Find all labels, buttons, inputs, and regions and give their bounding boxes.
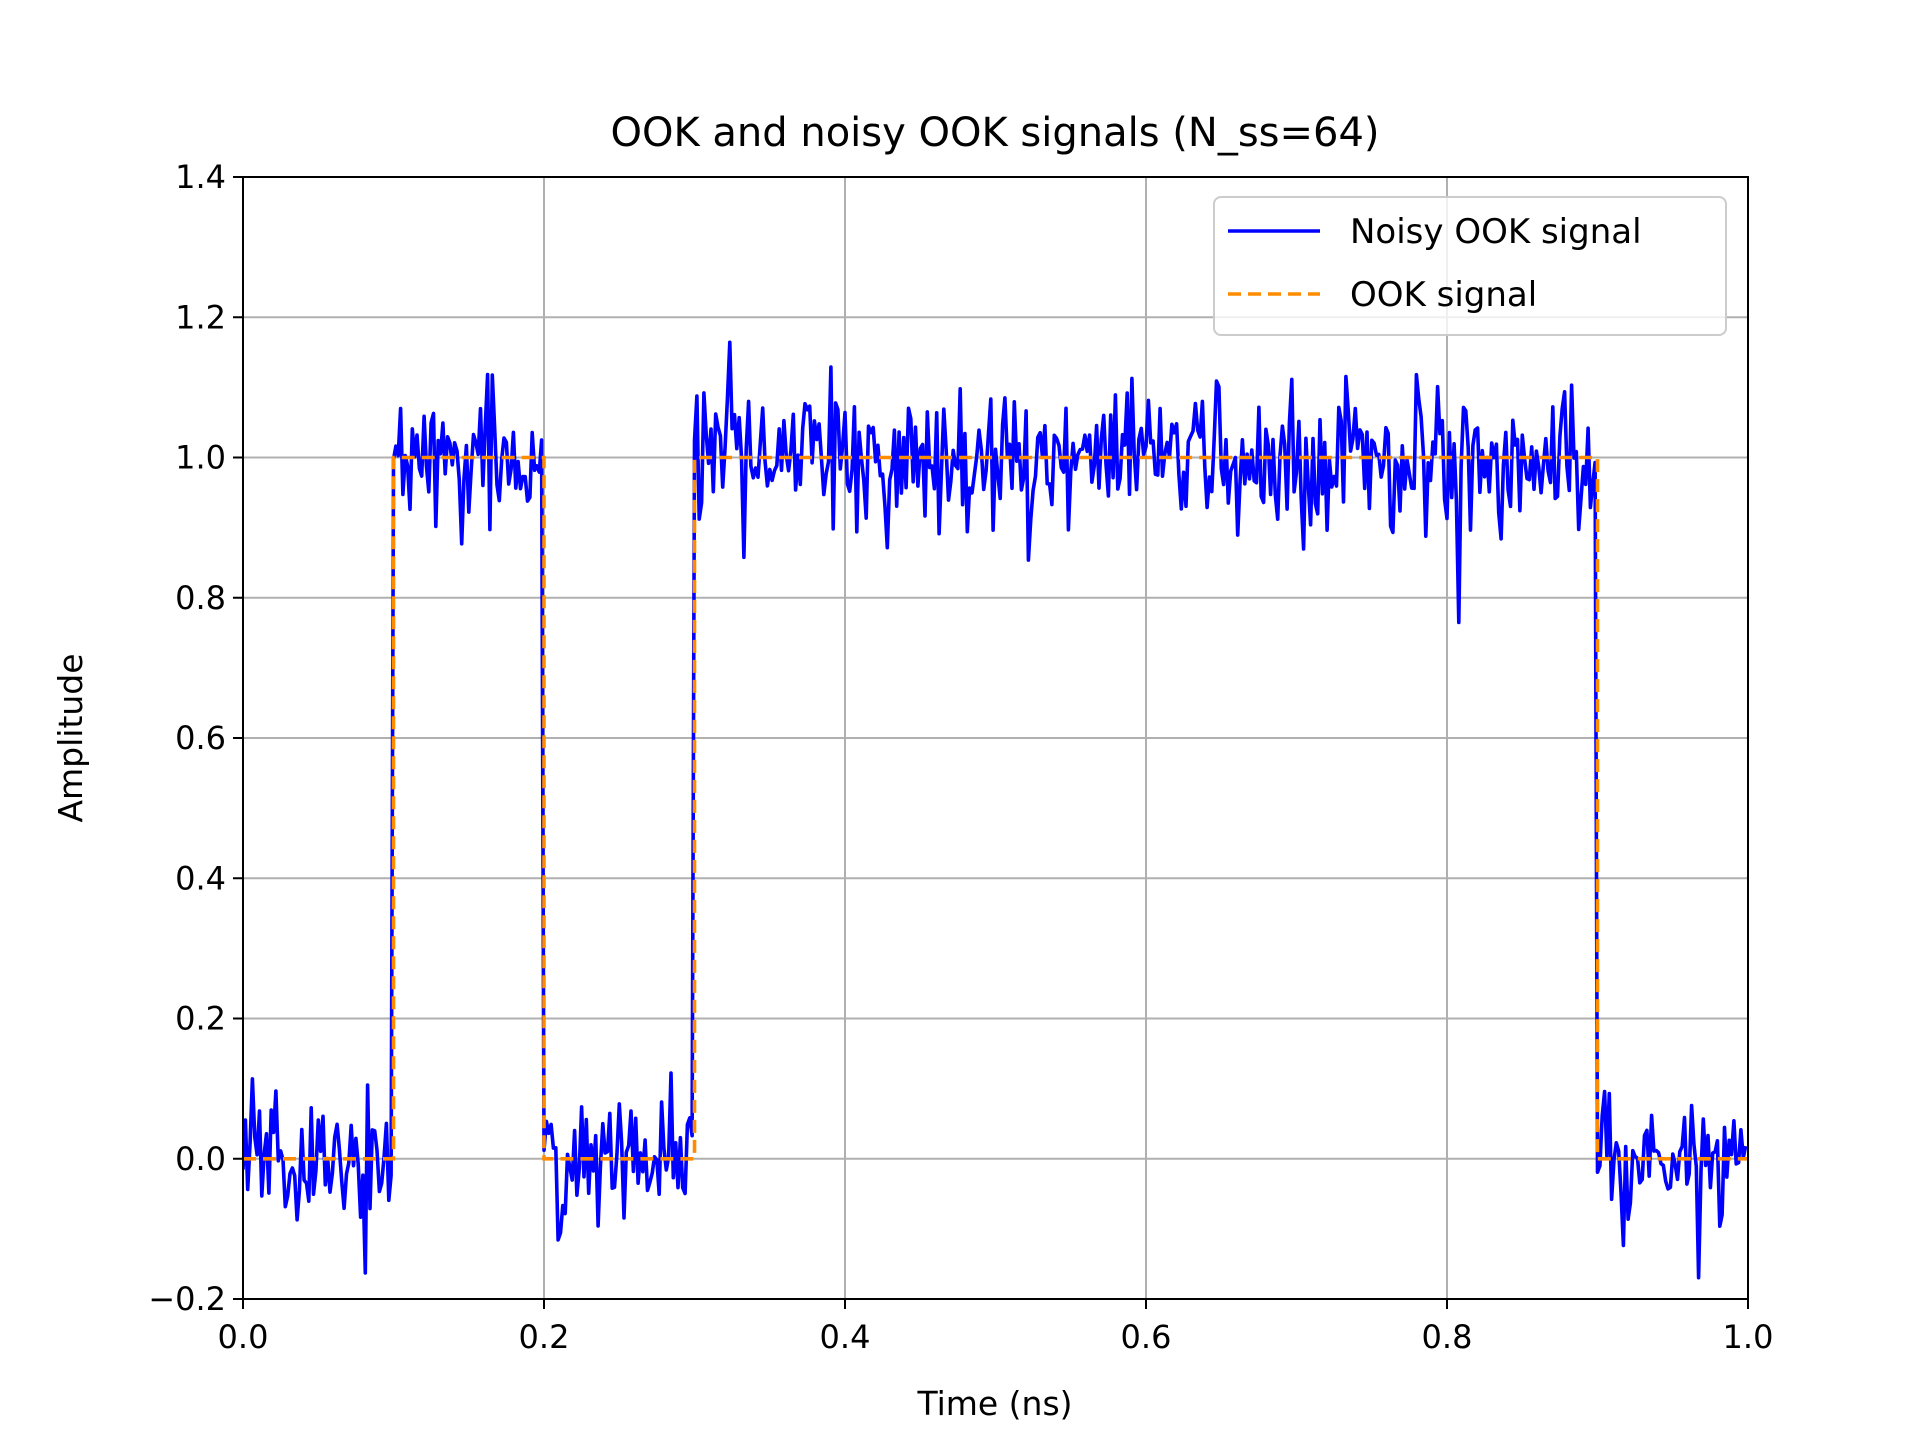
x-tick-label: 1.0 — [1723, 1318, 1774, 1356]
chart-title: OOK and noisy OOK signals (N_ss=64) — [610, 110, 1379, 156]
legend-label-noisy-ook: Noisy OOK signal — [1350, 212, 1642, 252]
legend-label-ook: OOK signal — [1350, 275, 1537, 315]
x-tick-label: 0.8 — [1422, 1318, 1473, 1356]
y-axis-label: Amplitude — [51, 653, 90, 822]
plot-area — [243, 340, 1748, 1280]
x-axis-label: Time (ns) — [916, 1384, 1072, 1423]
y-tick-label: −0.2 — [148, 1280, 226, 1318]
y-tick-label: 0.6 — [175, 719, 226, 757]
y-axis: −0.2 0.0 0.2 0.4 0.6 0.8 1.0 1.2 1.4 — [148, 158, 243, 1318]
x-tick-label: 0.6 — [1121, 1318, 1172, 1356]
legend-box — [1213, 196, 1727, 336]
x-tick-label: 0.4 — [820, 1318, 871, 1356]
x-tick-label: 0.2 — [519, 1318, 570, 1356]
legend: Noisy OOK signal OOK signal — [1213, 196, 1727, 336]
y-tick-label: 0.2 — [175, 1000, 226, 1038]
y-tick-label: 0.8 — [175, 579, 226, 617]
x-axis: 0.0 0.2 0.4 0.6 0.8 1.0 — [218, 1299, 1774, 1356]
ook-series-line — [243, 455, 1748, 1161]
y-tick-label: 1.4 — [175, 158, 226, 196]
noisy-ook-series-line — [243, 340, 1748, 1280]
y-tick-label: 0.0 — [175, 1140, 226, 1178]
y-tick-label: 0.4 — [175, 859, 226, 897]
x-tick-label: 0.0 — [218, 1318, 269, 1356]
y-tick-label: 1.0 — [175, 439, 226, 477]
y-tick-label: 1.2 — [175, 298, 226, 336]
